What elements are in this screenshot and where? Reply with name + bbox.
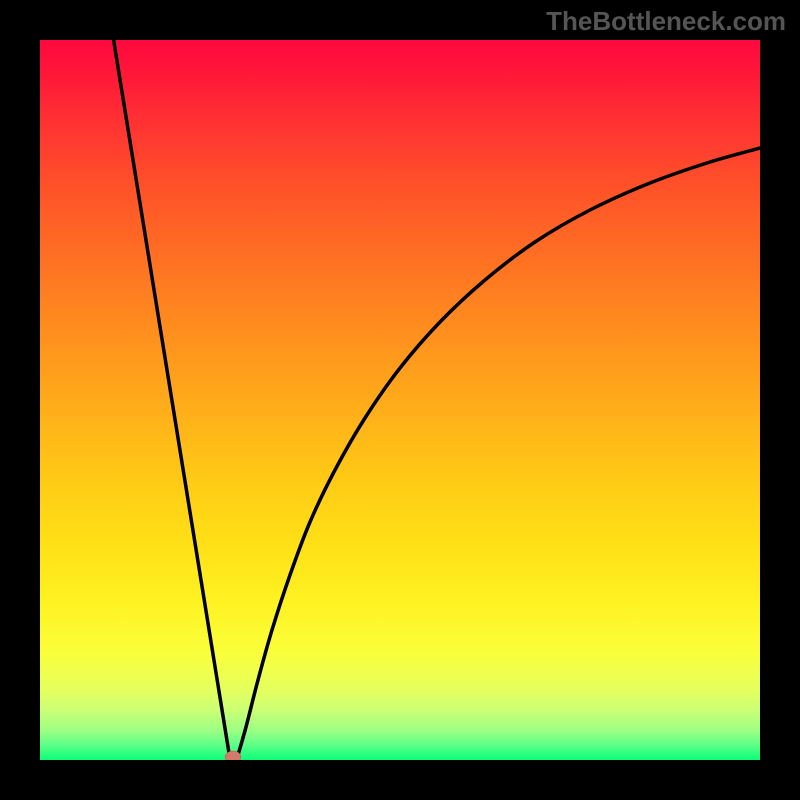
bottleneck-chart bbox=[0, 0, 800, 800]
chart-container: { "watermark": { "text": "TheBottleneck.… bbox=[0, 0, 800, 800]
